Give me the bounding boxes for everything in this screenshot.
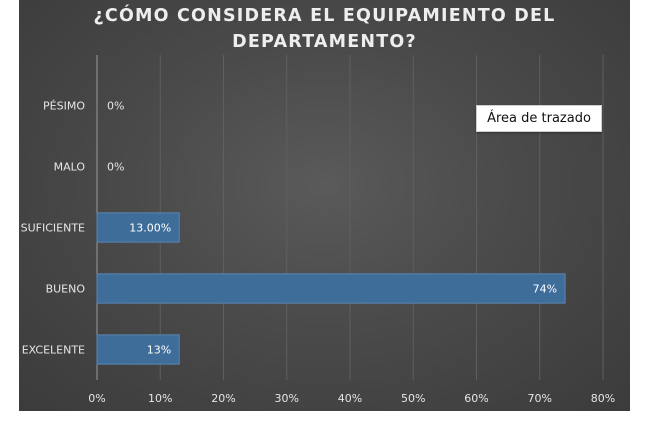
bar [96, 334, 180, 365]
bar [96, 212, 180, 243]
x-tick-label: 60% [464, 392, 488, 405]
x-tick-label: 70% [528, 392, 552, 405]
bar [96, 273, 566, 304]
category-label: PÉSIMO [43, 100, 85, 113]
category-label: SUFICIENTE [21, 222, 85, 235]
data-label: 0% [107, 161, 124, 174]
chart-title: ¿CÓMO CONSIDERA EL EQUIPAMIENTO DEL DEPA… [19, 3, 630, 55]
category-label: MALO [54, 161, 86, 174]
category-label: EXCELENTE [22, 344, 85, 357]
x-tick-label: 30% [275, 392, 299, 405]
x-tick-label: 40% [338, 392, 362, 405]
x-tick-label: 20% [211, 392, 235, 405]
x-tick-label: 80% [591, 392, 615, 405]
data-label: 0% [107, 100, 124, 113]
category-label: BUENO [46, 283, 86, 296]
x-tick-label: 10% [148, 392, 172, 405]
data-label: 13% [147, 344, 171, 357]
data-label: 13.00% [129, 222, 171, 235]
bar-chart: 0% 10% 20% 30% 40% 50% 60% 70% 80% PÉSIMO 0% MALO 0%… [21, 55, 615, 405]
x-tick-label: 0% [88, 392, 105, 405]
data-label: 74% [533, 283, 557, 296]
chart-title-line-1: ¿CÓMO CONSIDERA EL EQUIPAMIENTO DEL [93, 6, 556, 26]
chart-title-line-2: DEPARTAMENTO? [232, 32, 417, 52]
plot-area-tooltip: Área de trazado [476, 105, 602, 132]
chart-area: 0% 10% 20% 30% 40% 50% 60% 70% 80% PÉSIMO 0% MALO 0%… [19, 0, 630, 411]
x-tick-label: 50% [401, 392, 425, 405]
